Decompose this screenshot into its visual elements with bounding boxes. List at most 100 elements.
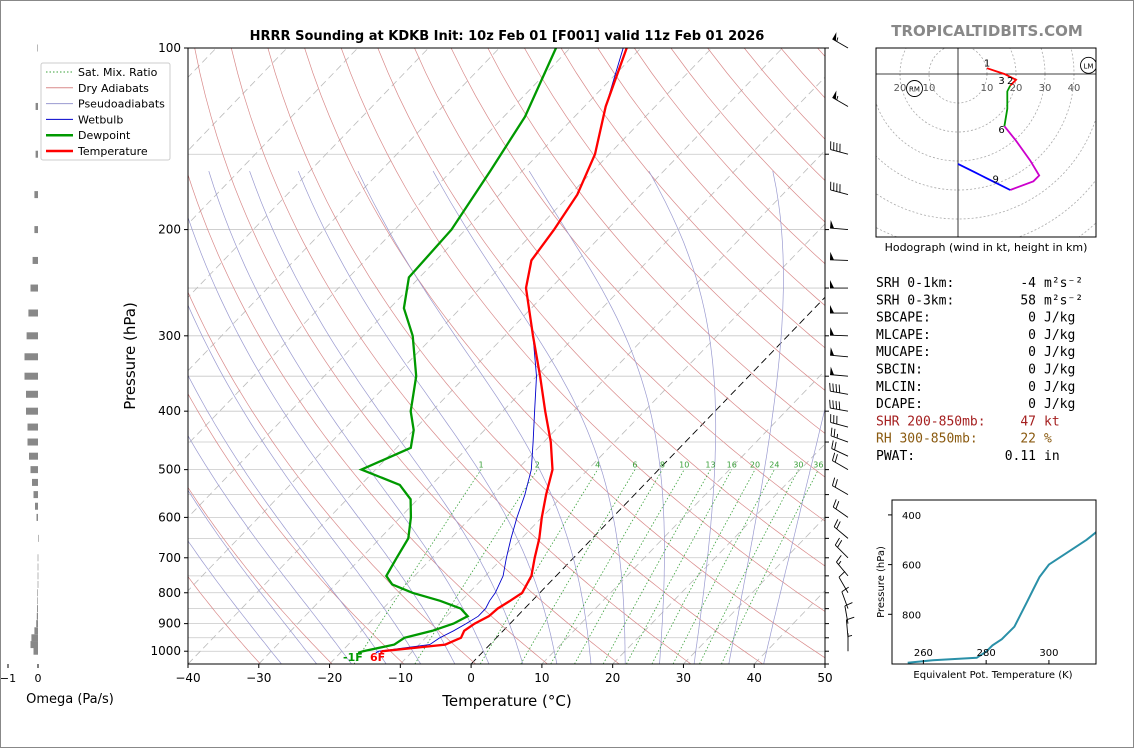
barb-staff xyxy=(844,605,849,624)
barb-staff xyxy=(830,149,849,155)
barb-staff xyxy=(832,485,849,495)
hodograph-trace xyxy=(1003,85,1012,127)
theta-e-y-tick-label: 600 xyxy=(902,561,921,572)
wind-barb xyxy=(847,633,853,652)
y-tick-label: 800 xyxy=(158,586,181,600)
stat-value: 0 xyxy=(1028,380,1036,395)
omega-bar xyxy=(24,372,38,380)
y-tick-label: 300 xyxy=(158,329,181,343)
stat-unit: % xyxy=(1044,432,1052,447)
omega-bar xyxy=(30,466,38,474)
mixing-ratio-label: 2 xyxy=(535,461,540,470)
hodograph-ring-label: 10 xyxy=(981,83,994,94)
x-tick-label: 0 xyxy=(467,671,475,685)
omega-bar xyxy=(35,102,38,110)
omega-bar xyxy=(27,423,38,431)
isotherm-line xyxy=(824,663,825,664)
barb-full xyxy=(833,428,836,438)
y-tick-label: 500 xyxy=(158,463,181,477)
stat-value: 0 xyxy=(1028,328,1036,343)
barb-flag xyxy=(830,366,835,375)
dry-adiabat xyxy=(597,48,825,307)
wind-barb xyxy=(831,452,849,471)
lm-label: LM xyxy=(1084,62,1094,70)
pseudoadiabat xyxy=(297,170,558,664)
omega-bar xyxy=(37,563,39,571)
dry-adiabat xyxy=(450,48,825,478)
stat-unit: J/kg xyxy=(1044,363,1075,378)
x-tick-label: −10 xyxy=(388,671,413,685)
legend-label-dewpoint: Dewpoint xyxy=(78,129,131,142)
stat-label: RH 300-850mb: xyxy=(876,432,978,447)
legend-label-wetbulb: Wetbulb xyxy=(78,113,123,126)
hodograph-height-label: 3 xyxy=(998,76,1004,87)
mixing-ratio-line xyxy=(699,469,799,664)
stat-label: SHR 200-850mb: xyxy=(876,414,986,429)
theta-e-xlabel: Equivalent Pot. Temperature (K) xyxy=(913,670,1072,681)
dry-adiabat xyxy=(743,48,825,140)
wind-barb xyxy=(830,305,848,314)
stat-value: 0.11 xyxy=(1005,449,1036,464)
hodograph-height-label: 6 xyxy=(998,125,1004,136)
omega-bar xyxy=(38,534,39,542)
dry-adiabat xyxy=(188,291,476,664)
omega-bar xyxy=(33,647,38,655)
legend-box xyxy=(40,62,171,161)
barb-full xyxy=(834,479,838,488)
mixing-ratio-line xyxy=(721,469,819,664)
omega-bar xyxy=(36,620,38,628)
legend-label-temperature: Temperature xyxy=(77,145,148,158)
barb-staff xyxy=(830,354,849,358)
stat-value: 0 xyxy=(1028,345,1036,360)
barb-staff xyxy=(832,506,849,518)
omega-bar xyxy=(30,641,38,649)
omega-bar xyxy=(37,44,38,52)
stat-row: SBCIN: 0 J/kg xyxy=(876,363,1075,378)
stat-unit: J/kg xyxy=(1044,328,1075,343)
barb-full xyxy=(832,400,834,409)
isotherm-line xyxy=(258,76,825,664)
mixing-ratio-label: 36 xyxy=(813,461,823,470)
legend-label-dry: Dry Adiabats xyxy=(78,82,149,95)
barb-half xyxy=(836,37,839,42)
legend: Sat. Mix. Ratio Dry Adiabats Pseudoadiabat… xyxy=(40,62,171,161)
omega-bar xyxy=(33,491,38,499)
pseudoadiabat xyxy=(528,170,665,664)
mixing-ratio-label: 24 xyxy=(769,461,779,470)
x-tick-label: −30 xyxy=(246,671,271,685)
dry-adiabat xyxy=(340,48,825,612)
omega-bar xyxy=(26,407,38,415)
barb-staff xyxy=(829,334,849,337)
pseudoadiabat xyxy=(728,171,784,664)
barb-full xyxy=(832,383,834,392)
dry-adiabat xyxy=(304,48,825,659)
y-tick-label: 600 xyxy=(158,510,181,524)
stat-label: DCAPE: xyxy=(876,397,923,412)
wind-barbs xyxy=(829,32,855,652)
wind-barb xyxy=(841,586,849,609)
barb-full xyxy=(835,400,838,410)
stat-unit: in xyxy=(1044,449,1060,464)
barb-full xyxy=(844,602,853,607)
stat-row: MLCAPE: 0 J/kg xyxy=(876,328,1075,343)
dry-adiabat xyxy=(230,48,692,664)
omega-bar xyxy=(30,284,38,292)
barb-flag xyxy=(830,280,834,289)
stat-label: MLCIN: xyxy=(876,380,923,395)
stat-value: -4 xyxy=(1020,276,1036,291)
stat-label: SRH 0-1km: xyxy=(876,276,954,291)
x-tick-label: 10 xyxy=(534,671,549,685)
barb-staff xyxy=(830,189,849,196)
hodograph-ring xyxy=(726,0,1134,306)
omega-xlabel: Omega (Pa/s) xyxy=(26,692,114,707)
pseudoadiabat xyxy=(249,170,524,664)
wind-barb xyxy=(830,280,848,289)
omega-bar xyxy=(32,478,38,486)
skewt-xlabel: Temperature (°C) xyxy=(441,692,571,710)
hodograph-trace xyxy=(1003,125,1041,191)
stat-value: 22 xyxy=(1020,432,1036,447)
stat-row: DCAPE: 0 J/kg xyxy=(876,397,1075,412)
rm-marker xyxy=(906,80,923,97)
omega-tick-label: 0 xyxy=(35,672,42,685)
